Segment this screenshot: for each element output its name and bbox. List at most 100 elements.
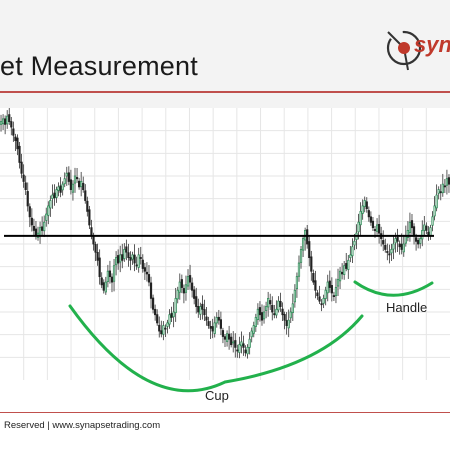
candle-body bbox=[174, 297, 177, 314]
candle-body bbox=[264, 306, 268, 311]
candlestick-series bbox=[0, 108, 450, 359]
price-chart: Cup Handle bbox=[0, 108, 450, 408]
candle-body bbox=[41, 226, 44, 231]
candle-body bbox=[71, 183, 75, 193]
pattern-overlays: Cup Handle bbox=[4, 234, 434, 403]
candle-body bbox=[326, 281, 329, 294]
candle-body bbox=[160, 330, 163, 335]
candle-body bbox=[96, 252, 99, 261]
candle-body bbox=[234, 340, 237, 348]
candle-body bbox=[86, 200, 89, 212]
candle-body bbox=[61, 183, 64, 191]
candle-body bbox=[59, 185, 62, 193]
candle-body bbox=[289, 311, 292, 319]
candle-body bbox=[12, 128, 15, 136]
cup-label: Cup bbox=[205, 388, 229, 403]
candle-body bbox=[240, 341, 243, 347]
candle-body bbox=[236, 349, 239, 352]
candle-body bbox=[34, 228, 38, 237]
candle-body bbox=[369, 216, 372, 223]
candle-body bbox=[178, 281, 181, 293]
handle-label: Handle bbox=[386, 300, 427, 315]
candle-body bbox=[219, 319, 222, 329]
candle-body bbox=[269, 300, 272, 305]
candle-body bbox=[223, 336, 227, 340]
candle-body bbox=[38, 227, 42, 236]
candle-body bbox=[80, 181, 83, 188]
candle-body bbox=[143, 267, 146, 272]
candle-body bbox=[396, 236, 399, 242]
candle-body bbox=[149, 282, 153, 299]
candle-body bbox=[351, 246, 354, 257]
candle-body bbox=[191, 282, 194, 291]
candle-body bbox=[414, 237, 418, 242]
candle-body bbox=[90, 227, 93, 237]
candle-body bbox=[267, 297, 270, 308]
candle-body bbox=[82, 182, 85, 191]
candle-body bbox=[203, 309, 206, 316]
candle-body bbox=[73, 175, 77, 184]
candle-body bbox=[254, 317, 257, 327]
candle-body bbox=[330, 285, 333, 294]
candle-body bbox=[306, 229, 309, 245]
candle-body bbox=[404, 235, 407, 244]
candle-body bbox=[324, 289, 327, 299]
candle-body bbox=[347, 259, 350, 270]
logo-node-icon bbox=[398, 42, 410, 54]
candle-body bbox=[402, 243, 405, 253]
candle-body bbox=[215, 317, 218, 324]
candle-body bbox=[102, 282, 105, 291]
candle-body bbox=[423, 224, 426, 231]
candle-body bbox=[378, 223, 381, 234]
candle-body bbox=[84, 190, 87, 201]
candle-body bbox=[135, 264, 138, 267]
candle-body bbox=[244, 349, 247, 354]
candle-body bbox=[53, 192, 56, 199]
candle-body bbox=[398, 243, 401, 248]
candle-body bbox=[291, 303, 294, 314]
candle-body bbox=[180, 279, 183, 288]
candle-body bbox=[221, 330, 225, 337]
candle-body bbox=[250, 330, 253, 338]
candle-body bbox=[43, 221, 46, 232]
candle-body bbox=[225, 333, 229, 342]
candle-body bbox=[365, 201, 368, 210]
chart-grid bbox=[0, 108, 450, 380]
cup-curve bbox=[68, 304, 364, 393]
candle-body bbox=[256, 308, 259, 321]
candle-body bbox=[406, 230, 409, 238]
candle-body bbox=[322, 297, 325, 304]
candle-body bbox=[108, 270, 112, 278]
candle-body bbox=[166, 322, 169, 327]
candle-body bbox=[273, 313, 276, 316]
candle-body bbox=[410, 220, 414, 229]
slide-title: et Measurement bbox=[0, 51, 198, 81]
candle-body bbox=[154, 308, 157, 316]
candle-body bbox=[168, 314, 171, 325]
candle-body bbox=[421, 230, 424, 240]
candle-body bbox=[199, 306, 202, 315]
candle-body bbox=[162, 325, 165, 335]
candle-body bbox=[45, 213, 48, 221]
candle-body bbox=[375, 224, 379, 232]
candle-body bbox=[271, 304, 274, 313]
candle-body bbox=[139, 257, 142, 259]
candle-body bbox=[112, 265, 116, 282]
candle-body bbox=[258, 307, 262, 316]
candle-body bbox=[24, 182, 27, 190]
candle-body bbox=[299, 249, 303, 263]
candle-body bbox=[182, 288, 186, 294]
candle-body bbox=[211, 326, 214, 332]
candle-body bbox=[425, 225, 428, 231]
candle-body bbox=[100, 277, 103, 286]
candle-body bbox=[343, 265, 346, 275]
candle-body bbox=[8, 114, 11, 122]
candle-body bbox=[184, 284, 188, 293]
candle-body bbox=[127, 252, 130, 258]
candle-body bbox=[117, 255, 120, 264]
candle-body bbox=[20, 161, 23, 174]
candle-body bbox=[439, 191, 442, 194]
candle-body bbox=[63, 178, 66, 185]
candle-body bbox=[201, 303, 204, 310]
candle-body bbox=[172, 311, 175, 318]
